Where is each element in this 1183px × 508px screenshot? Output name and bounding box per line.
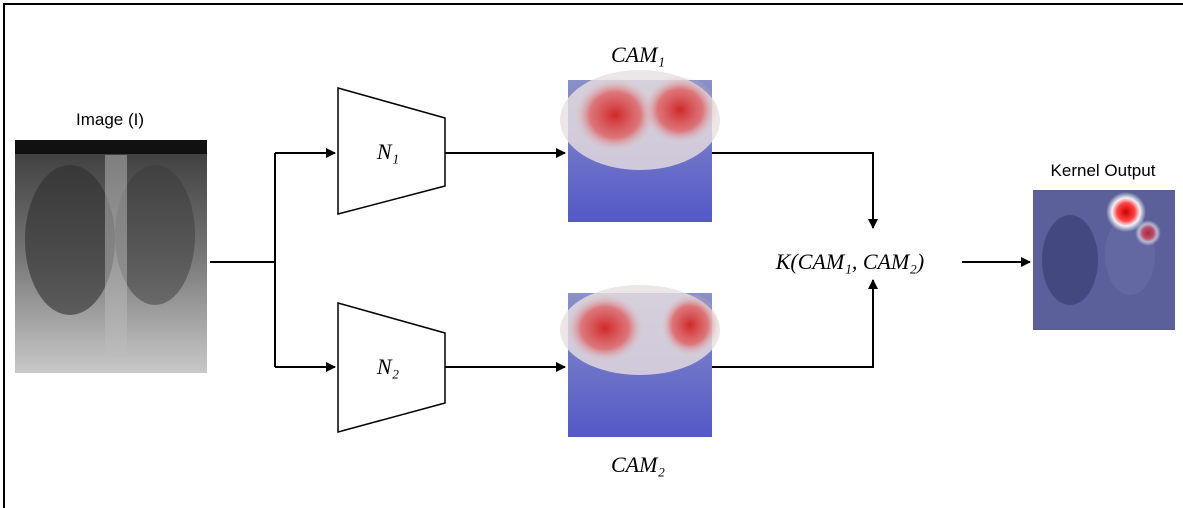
- kernel-label: K(CAM₁, CAM₂): [775, 249, 925, 274]
- input-image: [15, 140, 207, 373]
- cam-2-image: [560, 285, 720, 437]
- cam-1-image: [560, 70, 720, 222]
- cam-2-label: CAM₂: [611, 452, 665, 477]
- network-2: [337, 302, 446, 433]
- input-label: Image (I): [76, 110, 144, 129]
- arrow: [712, 152, 878, 229]
- frame: [3, 3, 1183, 508]
- arrow: [712, 279, 878, 368]
- network-1-label: N₁: [376, 139, 399, 164]
- network-1: [337, 87, 446, 215]
- network-2-label: N₂: [376, 354, 400, 379]
- cam-1-label: CAM₁: [611, 42, 665, 67]
- output-image: [1033, 190, 1175, 330]
- output-label: Kernel Output: [1051, 161, 1156, 180]
